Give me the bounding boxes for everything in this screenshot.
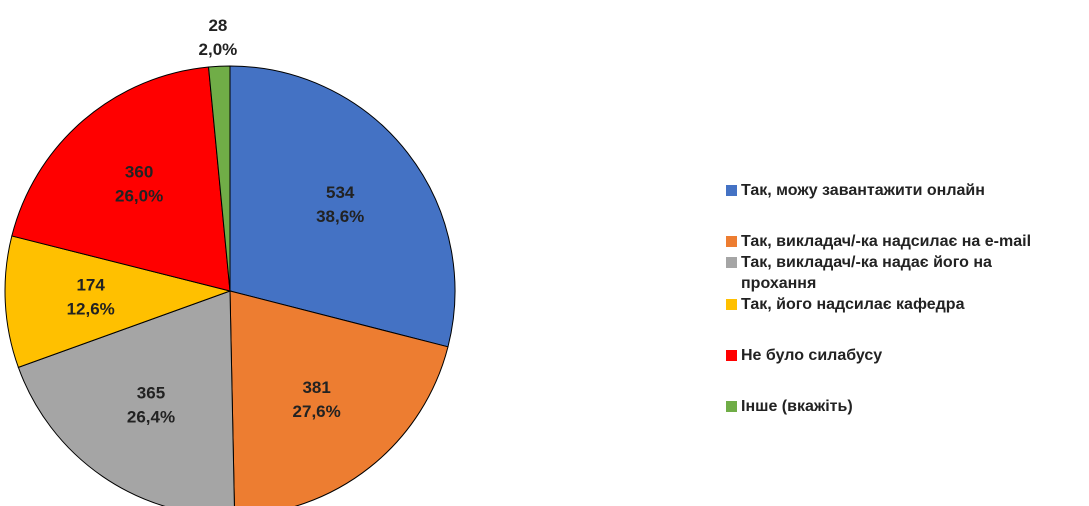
legend-label: Так, можу завантажити онлайн <box>741 182 985 199</box>
legend: Так, можу завантажити онлайн Так, виклада… <box>726 180 1071 417</box>
percent-label: 26,4% <box>127 407 175 426</box>
percent-label: 12,6% <box>67 299 115 318</box>
pie-slice <box>17 290 235 506</box>
legend-item: Не було силабусу <box>726 345 1071 366</box>
data-label: 360 <box>125 163 153 182</box>
data-label: 174 <box>76 275 105 294</box>
pie-slice <box>229 65 456 348</box>
percent-label: 26,0% <box>115 187 163 206</box>
legend-label: Не було силабусу <box>741 347 883 364</box>
legend-swatch <box>726 401 737 412</box>
legend-label: Так, викладач/-ка надає його на прохання <box>741 254 992 292</box>
legend-swatch <box>726 257 737 268</box>
legend-item: Так, викладач/-ка надає його на прохання <box>726 252 1071 294</box>
legend-item: Інше (вкажіть) <box>726 396 1071 417</box>
legend-swatch <box>726 236 737 247</box>
legend-item: Так, викладач/-ка надсилає на e-mail <box>726 231 1071 252</box>
data-label: 28 <box>208 16 227 35</box>
pie-slice <box>229 290 449 506</box>
legend-item: Так, його надсилає кафедра <box>726 294 1071 315</box>
data-label: 365 <box>137 383 165 402</box>
pie-slice <box>11 66 231 292</box>
data-label: 534 <box>326 183 355 202</box>
pie-slice <box>207 65 231 292</box>
legend-label: Інше (вкажіть) <box>741 398 853 415</box>
percent-label: 27,6% <box>293 402 341 421</box>
legend-label: Так, його надсилає кафедра <box>741 296 965 313</box>
legend-swatch <box>726 185 737 196</box>
percent-label: 38,6% <box>316 207 364 226</box>
legend-label: Так, викладач/-ка надсилає на e-mail <box>741 233 1032 250</box>
legend-item: Так, можу завантажити онлайн <box>726 180 1071 201</box>
pie-slice <box>4 235 232 368</box>
percent-label: 2,0% <box>199 40 238 59</box>
legend-swatch <box>726 350 737 361</box>
legend-swatch <box>726 299 737 310</box>
data-label: 381 <box>302 378 330 397</box>
